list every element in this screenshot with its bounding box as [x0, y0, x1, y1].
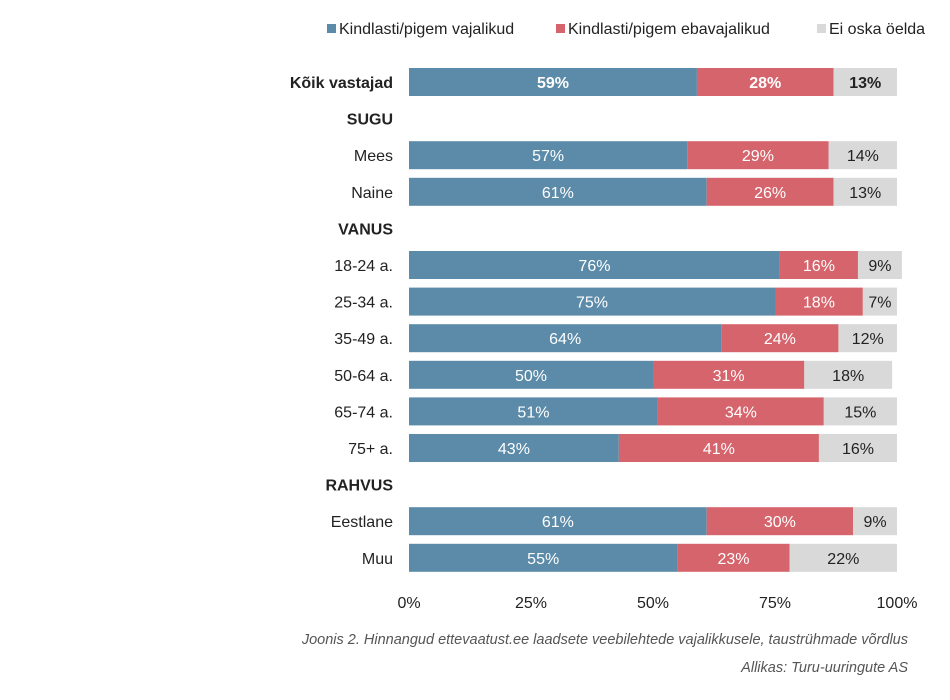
data-label: 18%: [803, 295, 835, 312]
category-label: 18-24 a.: [334, 258, 393, 275]
data-label: 13%: [849, 75, 881, 92]
x-tick-label: 50%: [637, 595, 669, 612]
legend-swatch: [556, 24, 565, 33]
group-header-label: VANUS: [338, 221, 393, 238]
bar-segment: [706, 507, 854, 536]
data-label: 50%: [515, 368, 547, 385]
data-label: 24%: [764, 331, 796, 348]
bar-segment: [409, 507, 707, 536]
data-label: 30%: [764, 514, 796, 531]
bar-segment: [657, 397, 824, 426]
data-label: 43%: [498, 441, 530, 458]
bar-segment: [706, 177, 834, 206]
data-label: 12%: [852, 331, 884, 348]
data-label: 51%: [517, 404, 549, 421]
bar-segment: [409, 141, 688, 170]
data-label: 31%: [713, 368, 745, 385]
category-label: 25-34 a.: [334, 295, 393, 312]
stacked-bar-chart: Kindlasti/pigem vajalikud Kindlasti/pigem…: [290, 21, 925, 612]
x-tick-label: 75%: [759, 595, 791, 612]
bar-segment: [653, 360, 805, 389]
legend-swatch: [327, 24, 336, 33]
bar-segment: [833, 177, 897, 206]
bar-segment: [789, 543, 897, 572]
bar-segment: [687, 141, 829, 170]
bar-segment: [409, 397, 658, 426]
data-label: 64%: [549, 331, 581, 348]
category-label: Naine: [351, 185, 393, 202]
data-label: 28%: [749, 75, 781, 92]
bar-segment: [857, 251, 902, 279]
data-label: 16%: [842, 441, 874, 458]
bar-segment: [804, 360, 893, 389]
bar-segment: [775, 287, 863, 316]
data-label: 23%: [718, 551, 750, 568]
bar-segment: [409, 287, 775, 316]
x-tick-label: 25%: [515, 595, 547, 612]
bar-segment: [853, 507, 897, 536]
data-label: 22%: [827, 551, 859, 568]
data-label: 76%: [578, 258, 610, 275]
bar-segment: [721, 324, 839, 353]
data-label: 41%: [703, 441, 735, 458]
data-label: 18%: [832, 368, 864, 385]
group-header-label: SUGU: [347, 112, 393, 129]
x-tick-label: 100%: [877, 595, 918, 612]
data-label: 9%: [868, 258, 891, 275]
category-label: 65-74 a.: [334, 404, 393, 421]
bar-segment: [409, 543, 678, 572]
legend-label: Ei oska öelda: [829, 21, 925, 38]
data-label: 34%: [725, 404, 757, 421]
bar-segment: [409, 434, 619, 462]
data-label: 61%: [542, 514, 574, 531]
bar-segment: [409, 324, 722, 353]
data-label: 57%: [532, 148, 564, 165]
legend-label: Kindlasti/pigem ebavajalikud: [568, 21, 770, 38]
data-label: 61%: [542, 185, 574, 202]
data-label: 29%: [742, 148, 774, 165]
data-label: 26%: [754, 185, 786, 202]
category-label: Eestlane: [331, 514, 393, 531]
bar-segment: [409, 68, 697, 96]
data-label: 14%: [847, 148, 879, 165]
data-label: 7%: [868, 295, 891, 312]
bar-segment: [696, 68, 834, 96]
data-label: 59%: [537, 75, 569, 92]
source-note: Allikas: Turu-uuringute AS: [741, 660, 908, 676]
bar-segment: [818, 434, 897, 462]
data-label: 75%: [576, 295, 608, 312]
bar-segment: [862, 287, 897, 316]
figure-caption: Joonis 2. Hinnangud ettevaatust.ee laads…: [301, 632, 908, 648]
bar-segment: [833, 68, 897, 96]
bar-segment: [409, 177, 707, 206]
bar-segment: [828, 141, 897, 170]
bar-segment: [618, 434, 819, 462]
data-label: 55%: [527, 551, 559, 568]
bar-segment: [409, 360, 653, 389]
group-header-label: RAHVUS: [325, 478, 393, 495]
data-label: 15%: [844, 404, 876, 421]
category-label: Muu: [362, 551, 393, 568]
data-label: 13%: [849, 185, 881, 202]
bar-segment: [779, 251, 858, 279]
category-label: Mees: [354, 148, 393, 165]
category-label: 75+ a.: [348, 441, 393, 458]
legend-swatch: [817, 24, 826, 33]
bar-segment: [823, 397, 897, 426]
bar-segment: [838, 324, 897, 353]
bar-segment: [409, 251, 780, 279]
data-label: 16%: [803, 258, 835, 275]
x-tick-label: 0%: [397, 595, 420, 612]
data-label: 9%: [863, 514, 886, 531]
category-label: Kõik vastajad: [290, 75, 393, 92]
bar-segment: [677, 543, 790, 572]
category-label: 50-64 a.: [334, 368, 393, 385]
category-label: 35-49 a.: [334, 331, 393, 348]
legend-label: Kindlasti/pigem vajalikud: [339, 21, 514, 38]
